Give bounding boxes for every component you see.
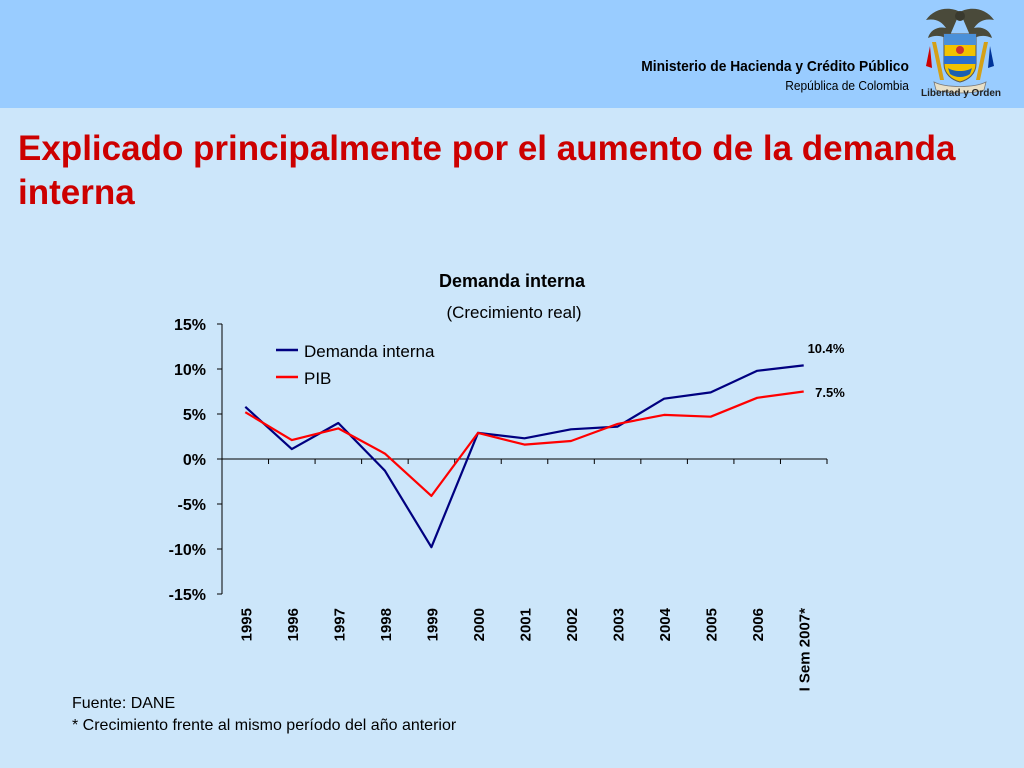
x-axis-ticks: 1995 1996 1997 1998 1999 2000 2001 2002 2003 2004… xyxy=(221,459,828,692)
x-tick-label: 1997 xyxy=(331,608,348,641)
asterisk-note: * Crecimiento frente al mismo período de… xyxy=(72,717,457,734)
y-tick-label: -15% xyxy=(169,587,206,604)
slide-title: Explicado principalmente por el aumento … xyxy=(18,129,956,212)
ministry-block: Ministerio de Hacienda y Crédito Público… xyxy=(618,58,909,93)
series-line-pib xyxy=(244,390,804,497)
x-tick-label: 1995 xyxy=(238,608,255,641)
x-tick-label: 2001 xyxy=(518,608,535,641)
header-bar xyxy=(0,0,1024,108)
chart-subtitle: (Crecimiento real) xyxy=(446,303,581,322)
x-tick-label: I Sem 2007* xyxy=(797,608,814,692)
y-tick-label: -10% xyxy=(169,542,206,559)
legend-label-demanda: Demanda interna xyxy=(304,342,435,361)
end-label-demanda: 10.4% xyxy=(808,341,845,356)
end-label-pib: 7.5% xyxy=(815,385,845,400)
x-tick-label: 2000 xyxy=(471,608,488,641)
country-name: República de Colombia xyxy=(785,78,909,93)
legend-label-pib: PIB xyxy=(304,369,331,388)
y-tick-label: -5% xyxy=(178,497,206,514)
x-tick-label: 2003 xyxy=(611,608,628,641)
x-tick-label: 1998 xyxy=(378,608,395,641)
x-tick-label: 2002 xyxy=(564,608,581,641)
y-tick-label: 10% xyxy=(174,362,206,379)
x-tick-label: 1999 xyxy=(424,608,441,641)
x-tick-label: 2005 xyxy=(704,608,721,641)
x-tick-label: 2006 xyxy=(750,608,767,641)
motto: Libertad y Orden xyxy=(920,88,1001,99)
y-tick-label: 0% xyxy=(183,452,206,469)
y-tick-label: 5% xyxy=(183,407,206,424)
legend: Demanda interna PIB xyxy=(276,342,435,388)
chart-title: Demanda interna xyxy=(439,271,586,291)
ministry-name: Ministerio de Hacienda y Crédito Público xyxy=(641,58,909,75)
y-tick-label: 15% xyxy=(174,317,206,334)
source-note: Fuente: DANE xyxy=(72,695,176,712)
x-tick-label: 1996 xyxy=(285,608,302,641)
x-tick-label: 2004 xyxy=(657,607,674,641)
series-line-demanda-interna xyxy=(244,364,804,549)
y-axis-ticks: 15% 10% 5% 0% -5% -10% -15% xyxy=(169,317,222,604)
series-lines xyxy=(244,364,804,549)
coat-of-arms-icon xyxy=(926,8,994,94)
footnotes: Fuente: DANE * Crecimiento frente al mis… xyxy=(72,693,456,737)
